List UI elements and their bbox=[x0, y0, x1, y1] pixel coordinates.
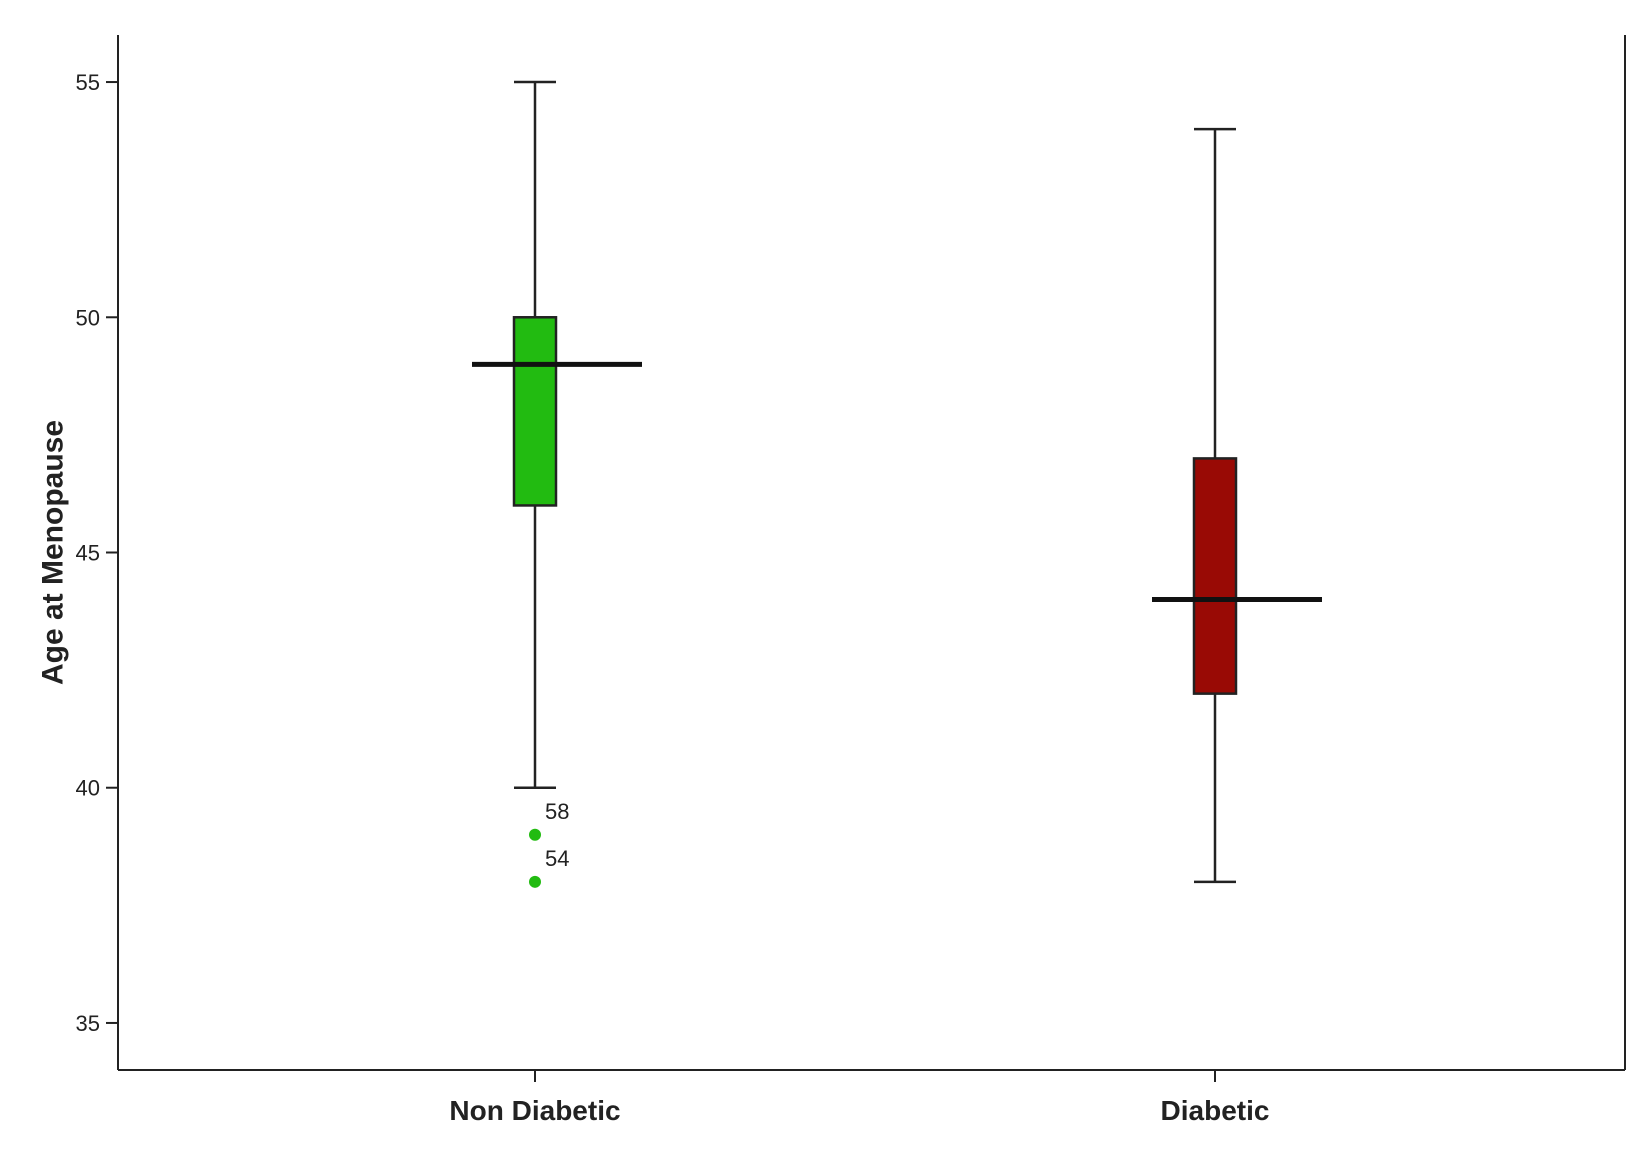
x-category-label: Diabetic bbox=[1161, 1095, 1270, 1126]
box-diabetic bbox=[1152, 127, 1322, 884]
y-tick-label: 55 bbox=[76, 70, 100, 95]
x-category-label: Non Diabetic bbox=[449, 1095, 620, 1126]
y-tick-label: 35 bbox=[76, 1011, 100, 1036]
y-tick-label: 45 bbox=[76, 541, 100, 566]
x-axis: Non Diabetic Diabetic bbox=[449, 1070, 1269, 1126]
y-tick-label: 50 bbox=[76, 305, 100, 330]
outlier-label: 58 bbox=[545, 799, 569, 824]
outlier-point bbox=[529, 828, 541, 841]
y-axis: 35 40 45 50 55 bbox=[76, 70, 118, 1036]
y-tick-label: 40 bbox=[76, 776, 100, 801]
iqr-box bbox=[512, 316, 558, 507]
iqr-box bbox=[1192, 457, 1238, 695]
outlier-label: 54 bbox=[545, 846, 569, 871]
y-axis-title: Age at Menopause bbox=[37, 420, 70, 685]
box-non-diabetic: 58 54 bbox=[472, 80, 642, 888]
box-series: 58 54 bbox=[472, 80, 1322, 888]
plot-frame bbox=[117, 35, 1626, 1071]
outlier-point bbox=[529, 875, 541, 888]
